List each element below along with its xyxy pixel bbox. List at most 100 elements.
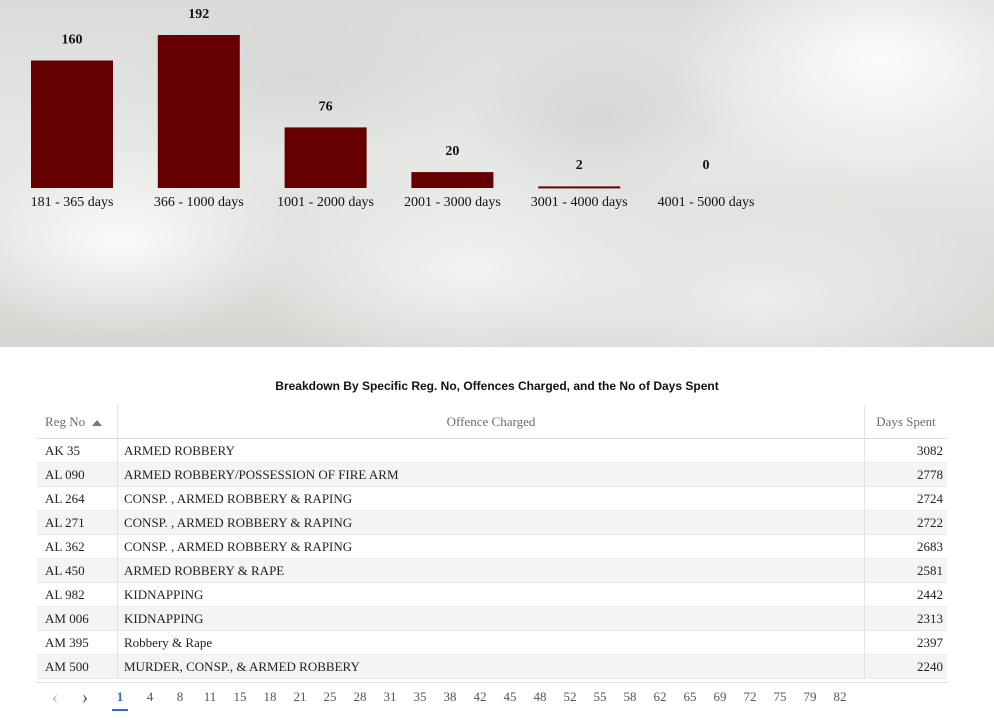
page-link-38[interactable]: 38 — [435, 689, 465, 709]
bar-value-label: 76 — [319, 99, 333, 114]
page-link-42[interactable]: 42 — [465, 689, 495, 709]
reg-no-cell: AL 362 — [37, 534, 118, 559]
reg-no-cell: AL 450 — [37, 558, 118, 583]
table-row[interactable]: AL 271 CONSP. , ARMED ROBBERY & RAPING 272… — [37, 510, 947, 535]
page-number: 28 — [353, 689, 367, 704]
page-link-4[interactable]: 4 — [135, 689, 165, 709]
page-link-18[interactable]: 18 — [255, 689, 285, 709]
page-number: 25 — [323, 689, 337, 704]
offence-cell: CONSP. , ARMED ROBBERY & RAPING — [117, 534, 865, 559]
chevron-right-icon[interactable]: › — [81, 686, 89, 708]
page-link-65[interactable]: 65 — [675, 689, 705, 709]
reg-no-cell: AL 090 — [37, 462, 118, 487]
page-number: 55 — [593, 689, 607, 704]
days-spent-cell: 2778 — [864, 462, 947, 487]
page-number: 72 — [743, 689, 757, 704]
category-label: 1001 - 2000 days — [277, 195, 374, 210]
reg-no-cell: AM 500 — [37, 654, 118, 679]
offence-cell: ARMED ROBBERY — [117, 438, 865, 463]
page-number: 52 — [563, 689, 577, 704]
page-link-31[interactable]: 31 — [375, 689, 405, 709]
page-number: 75 — [773, 689, 787, 704]
table-row[interactable]: AL 450 ARMED ROBBERY & RAPE 2581 — [37, 558, 947, 583]
page-number: 35 — [413, 689, 427, 704]
page-link-21[interactable]: 21 — [285, 689, 315, 709]
page-link-8[interactable]: 8 — [165, 689, 195, 709]
page-number: 21 — [293, 689, 307, 704]
offence-cell: CONSP. , ARMED ROBBERY & RAPING — [117, 486, 865, 511]
table-title: Breakdown By Specific Reg. No, Offences … — [275, 379, 719, 393]
page-number: 62 — [653, 689, 667, 704]
page-link-82[interactable]: 82 — [825, 689, 855, 709]
page-link-52[interactable]: 52 — [555, 689, 585, 709]
offence-cell: ARMED ROBBERY & RAPE — [117, 558, 865, 583]
days-spent-cell: 2722 — [864, 510, 947, 535]
page-link-45[interactable]: 45 — [495, 689, 525, 709]
category-label: 4001 - 5000 days — [658, 195, 755, 210]
offence-cell: KIDNAPPING — [117, 606, 865, 631]
page-link-62[interactable]: 62 — [645, 689, 675, 709]
page-link-11[interactable]: 11 — [195, 689, 225, 709]
page-number: 79 — [803, 689, 817, 704]
page-number: 65 — [683, 689, 697, 704]
table-row[interactable]: AM 006 KIDNAPPING 2313 — [37, 606, 947, 631]
page-link-69[interactable]: 69 — [705, 689, 735, 709]
bar-value-label: 20 — [445, 144, 459, 159]
days-spent-cell: 2397 — [864, 630, 947, 655]
table-row[interactable]: AL 090 ARMED ROBBERY/POSSESSION OF FIRE A… — [37, 462, 947, 487]
reg-no-cell: AL 264 — [37, 486, 118, 511]
page-link-72[interactable]: 72 — [735, 689, 765, 709]
page-link-55[interactable]: 55 — [585, 689, 615, 709]
page-number: 38 — [443, 689, 457, 704]
days-spent-cell: 2442 — [864, 582, 947, 607]
page-number: 11 — [203, 689, 217, 704]
table-row[interactable]: AM 395 Robbery & Rape 2397 — [37, 630, 947, 655]
offence-cell: MURDER, CONSP., & ARMED ROBBERY — [117, 654, 865, 679]
category-label: 2001 - 3000 days — [404, 195, 501, 210]
bar-2[interactable] — [284, 127, 367, 188]
reg-no-cell: AM 395 — [37, 630, 118, 655]
column-header-offence[interactable]: Offence Charged — [117, 405, 865, 439]
page-link-28[interactable]: 28 — [345, 689, 375, 709]
page-link-1[interactable]: 1 — [105, 689, 135, 711]
chevron-left-icon[interactable]: ‹ — [51, 686, 59, 708]
table-row[interactable]: AL 264 CONSP. , ARMED ROBBERY & RAPING 272… — [37, 486, 947, 511]
page-number: 18 — [263, 689, 277, 704]
table-row[interactable]: AL 982 KIDNAPPING 2442 — [37, 582, 947, 607]
page-link-25[interactable]: 25 — [315, 689, 345, 709]
bar-value-label: 192 — [188, 7, 209, 22]
page-link-79[interactable]: 79 — [795, 689, 825, 709]
table-row[interactable]: AL 362 CONSP. , ARMED ROBBERY & RAPING 268… — [37, 534, 947, 559]
bar-value-label: 160 — [62, 33, 83, 48]
bar-0[interactable] — [31, 60, 113, 189]
category-label: 366 - 1000 days — [154, 195, 244, 210]
page-link-35[interactable]: 35 — [405, 689, 435, 709]
sort-ascending-icon[interactable] — [92, 419, 103, 426]
page-number: 4 — [146, 689, 154, 704]
page-number: 82 — [833, 689, 847, 704]
days-spent-cell: 2313 — [864, 606, 947, 631]
bar-3[interactable] — [411, 172, 494, 188]
column-header-reg-no[interactable]: Reg No — [37, 405, 118, 439]
reg-no-cell: AL 271 — [37, 510, 118, 535]
page-link-15[interactable]: 15 — [225, 689, 255, 709]
breakdown-table: Reg No Offence Charged Days Spent AK 35 A… — [37, 405, 947, 679]
page-link-75[interactable]: 75 — [765, 689, 795, 709]
offence-cell: ARMED ROBBERY/POSSESSION OF FIRE ARM — [117, 462, 865, 487]
days-spent-cell: 3082 — [864, 438, 947, 463]
bar-1[interactable] — [157, 35, 240, 188]
column-header-days-spent[interactable]: Days Spent — [864, 405, 947, 439]
page-list: 1 4 8 11 15 18 21 25 28 31 35 38 42 45 48 52 55 58 62 65 69 7… — [105, 689, 855, 711]
reg-no-cell: AM 006 — [37, 606, 118, 631]
page-number: 1 — [111, 689, 129, 711]
days-spent-cell: 2683 — [864, 534, 947, 559]
page-link-58[interactable]: 58 — [615, 689, 645, 709]
page-link-48[interactable]: 48 — [525, 689, 555, 709]
bar-4[interactable] — [538, 186, 621, 189]
page-number: 42 — [473, 689, 487, 704]
pagination: ‹ › 1 4 8 11 15 18 21 25 28 31 35 38 42 45 48 52 55 58 62 6… — [37, 682, 947, 717]
cloud-background: 160 181 - 365 days 192 366 - 1000 days 76 100… — [0, 0, 994, 347]
table-row[interactable]: AK 35 ARMED ROBBERY 3082 — [37, 438, 947, 463]
table-row[interactable]: AM 500 MURDER, CONSP., & ARMED ROBBERY 224… — [37, 654, 947, 679]
page-number: 69 — [713, 689, 727, 704]
